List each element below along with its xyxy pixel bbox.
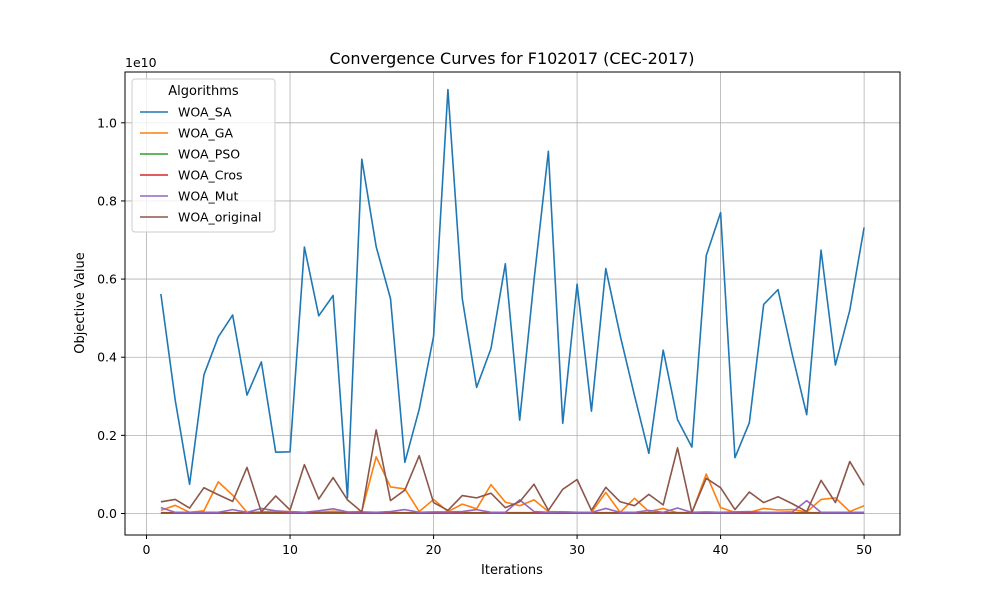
x-tick-label: 40 bbox=[713, 542, 729, 557]
y-tick-label: 0.6 bbox=[97, 272, 117, 287]
y-axis-multiplier: 1e10 bbox=[125, 55, 157, 70]
x-tick-label: 20 bbox=[426, 542, 442, 557]
legend-title: Algorithms bbox=[168, 84, 239, 99]
legend-label-woa-pso: WOA_PSO bbox=[178, 147, 240, 162]
chart-title: Convergence Curves for F102017 (CEC-2017… bbox=[329, 49, 694, 68]
x-tick-label: 50 bbox=[856, 542, 872, 557]
series-lines bbox=[160, 88, 865, 514]
legend-label-woa-sa: WOA_SA bbox=[178, 105, 232, 120]
y-tick-label: 0.0 bbox=[97, 506, 117, 521]
y-axis-label: Objective Value bbox=[73, 252, 88, 353]
y-tick-label: 0.2 bbox=[97, 428, 117, 443]
legend-label-woa-ga: WOA_GA bbox=[178, 126, 233, 141]
x-tick-label: 30 bbox=[569, 542, 585, 557]
series-line-woa-sa bbox=[160, 88, 865, 499]
series-line-woa-mut bbox=[160, 499, 865, 514]
legend-label-woa-original: WOA_original bbox=[178, 210, 262, 225]
legend-label-woa-mut: WOA_Mut bbox=[178, 189, 238, 204]
x-tick-label: 10 bbox=[282, 542, 298, 557]
x-axis-label: Iterations bbox=[481, 563, 543, 578]
y-tick-label: 0.4 bbox=[97, 350, 117, 365]
series-line-woa-original bbox=[160, 429, 865, 514]
axis-ticks: 0 10 20 30 40 50 0.0 0.2 0.4 0.6 0.8 1.0 bbox=[97, 115, 872, 557]
x-tick-label: 0 bbox=[143, 542, 151, 557]
y-tick-label: 1.0 bbox=[97, 115, 117, 130]
legend: Algorithms WOA_SA WOA_GA WOA_PSO WOA_Cros WO… bbox=[131, 78, 276, 233]
legend-label-woa-cros: WOA_Cros bbox=[178, 168, 243, 183]
plot-frame bbox=[124, 71, 901, 536]
legend-box bbox=[131, 78, 276, 233]
y-tick-label: 0.8 bbox=[97, 193, 117, 208]
